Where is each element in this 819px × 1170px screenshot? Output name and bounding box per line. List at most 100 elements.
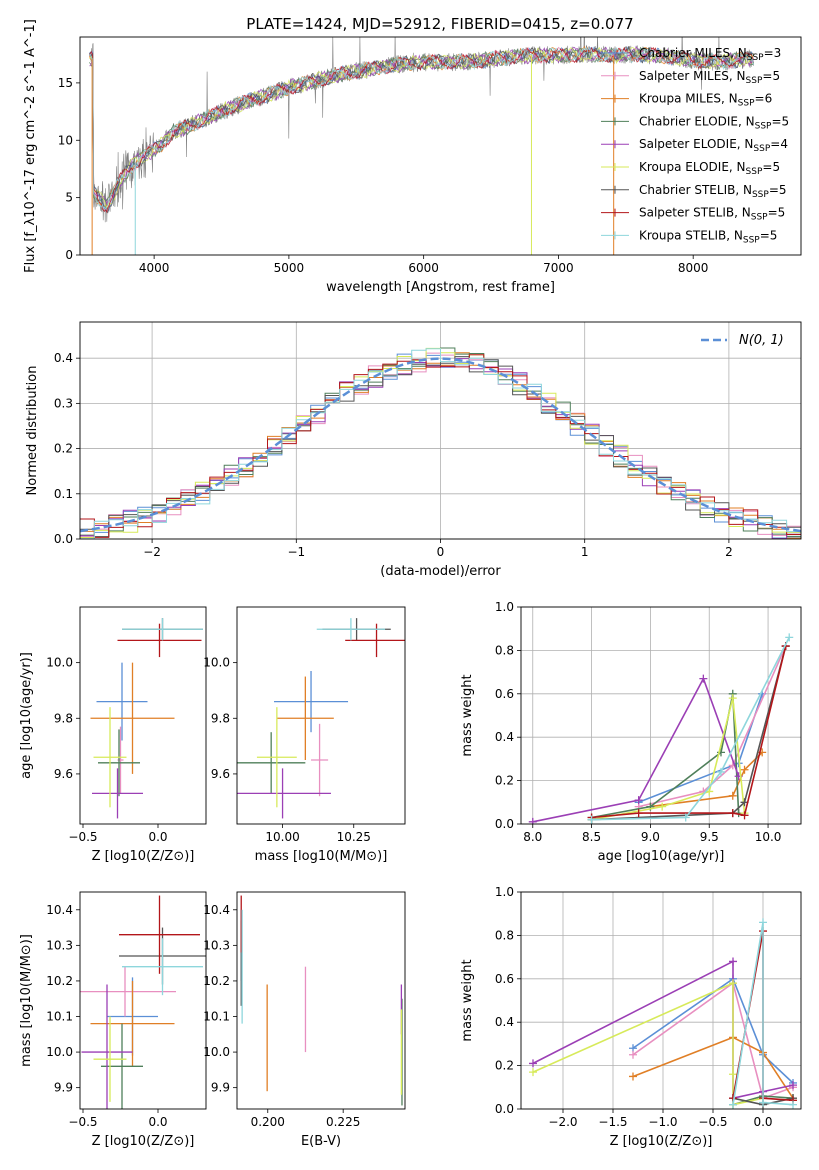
y-tick-label: 0.6 [495,687,514,701]
residual-histogram [80,354,801,538]
mass-weight-line [591,697,746,821]
mass-weight-line [591,637,790,821]
mass-weight-line [632,981,794,1100]
y-tick-label: 10.1 [203,1010,230,1024]
mass-weight-marker [728,694,737,703]
x-tick-label: −0.5 [68,830,97,844]
mass-weight-marker [658,802,667,811]
mass-weight-marker [789,1100,797,1109]
plot-area [89,37,754,255]
x-tick-label: 1 [581,545,589,559]
y-tick-label: 10.3 [203,938,230,952]
mass-weight-marker [717,767,725,776]
y-tick-label: 0.1 [54,487,73,501]
mass-weight-line [650,751,763,808]
plot-frame [79,321,802,540]
legend-label: Kroupa STELIB, NSSP=5 [639,228,777,245]
mass-weight-marker [634,809,643,818]
chart-mass-vs-Z: −0.5 0.0 9.9 10.0 10.1 10.2 10.3 10.4 Z [log10(Z… [19,891,207,1149]
legend-label: Chabrier STELIB, NSSP=5 [639,183,787,200]
y-tick-label: 0 [65,248,73,262]
plot-area [237,618,405,819]
y-axis-label: mass [log10(M/M⊙)] [19,934,34,1067]
x-tick-label: 4000 [139,261,170,275]
mass-weight-marker [629,1050,637,1059]
plot-frame [520,891,802,1110]
x-axis-label: E(B-V) [301,1134,341,1149]
chart-age-vs-Z: −0.5 0.0 9.6 9.8 10.0 Z [log10(Z/Z⊙)] age [log… [19,606,207,864]
plot-area [240,895,403,1106]
figure-title: PLATE=1424, MJD=52912, FIBERID=0415, z=0… [246,15,633,33]
mass-weight-marker [729,1100,737,1109]
legend-label: Chabrier ELODIE, NSSP=5 [639,114,789,131]
gaussian-curve [80,357,801,533]
mass-weight-line [591,645,787,821]
mass-weight-marker [740,811,749,820]
y-tick-label: 10.4 [46,903,73,917]
chart-massweight-vs-Z: −2.0 −1.5 −1.0 −0.5 0.0 0.0 0.2 0.4 0.6 0.8 1.0 Z [… [460,885,802,1149]
y-tick-label: 9.8 [211,711,230,725]
y-tick-label: 0.3 [54,396,73,410]
plot-area [529,918,797,1109]
y-tick-label: 15 [58,76,73,90]
mass-weight-marker [759,918,767,927]
y-axis-label: mass weight [460,674,475,756]
y-tick-label: 10.1 [46,1010,73,1024]
x-tick-label: 10.25 [337,830,371,844]
x-tick-label: −1 [287,545,305,559]
y-tick-label: 10.0 [203,1045,230,1059]
y-tick-label: 10 [58,133,73,147]
x-tick-label: 0.0 [148,1115,167,1129]
x-tick-label: 6000 [408,261,439,275]
y-tick-label: 10.2 [46,974,73,988]
x-tick-label: −1.5 [598,1115,627,1129]
model-spectrum [89,47,754,209]
mass-weight-marker [681,813,690,822]
model-spectrum [89,45,754,212]
y-tick-label: 9.6 [54,767,73,781]
x-axis-label: Z [log10(Z/Z⊙)] [92,1134,195,1149]
mass-weight-line [532,676,740,823]
x-axis-label: Z [log10(Z/Z⊙)] [92,849,195,864]
mass-weight-line [591,645,787,819]
mass-weight-marker [728,791,737,800]
mass-weight-marker [528,817,537,824]
y-axis-label: Normed distribution [25,366,40,496]
x-tick-label: −2.0 [548,1115,577,1129]
chart-spectrum: 4000 5000 6000 7000 8000 0 5 10 15 Chabrier MILES… [23,19,802,295]
mass-weight-marker [729,1070,737,1079]
x-tick-label: −2 [143,545,161,559]
x-tick-label: 0.0 [753,1115,772,1129]
mass-weight-marker [785,633,794,642]
x-tick-label: 8000 [678,261,709,275]
y-tick-label: 9.9 [211,1081,230,1095]
x-tick-label: 10.0 [755,830,782,844]
model-spectrum [89,46,754,214]
y-axis-label: Flux [f_λ10^-17 erg cm^-2 s^-1 A^-1] [23,19,38,273]
y-tick-label: 10.0 [46,1045,73,1059]
plot-frame [79,606,207,825]
y-tick-label: 0.2 [495,774,514,788]
plot-frame [236,606,406,825]
mass-weight-marker [728,809,737,818]
x-axis-label: wavelength [Angstrom, rest frame] [326,280,555,295]
plot-area [80,895,206,1109]
legend-label: Salpeter MILES, NSSP=5 [639,69,780,86]
x-tick-label: −1.0 [648,1115,677,1129]
y-tick-label: 0.2 [54,442,73,456]
x-tick-label: 8.5 [582,830,601,844]
y-tick-label: 10.2 [203,974,230,988]
model-spectrum [89,46,754,211]
legend-label: N(0, 1) [739,333,784,348]
y-tick-label: 0.0 [54,532,73,546]
mass-weight-marker [789,1081,797,1090]
chart-age-vs-mass: 10.00 10.25 9.6 9.8 10.0 mass [log10(M/M⊙)] [203,606,406,864]
y-tick-label: 0.4 [495,1015,514,1029]
y-tick-label: 10.4 [203,903,230,917]
y-tick-label: 0.6 [495,972,514,986]
mass-weight-line [638,693,763,804]
plot-area [80,347,801,539]
plot-area [90,618,203,819]
